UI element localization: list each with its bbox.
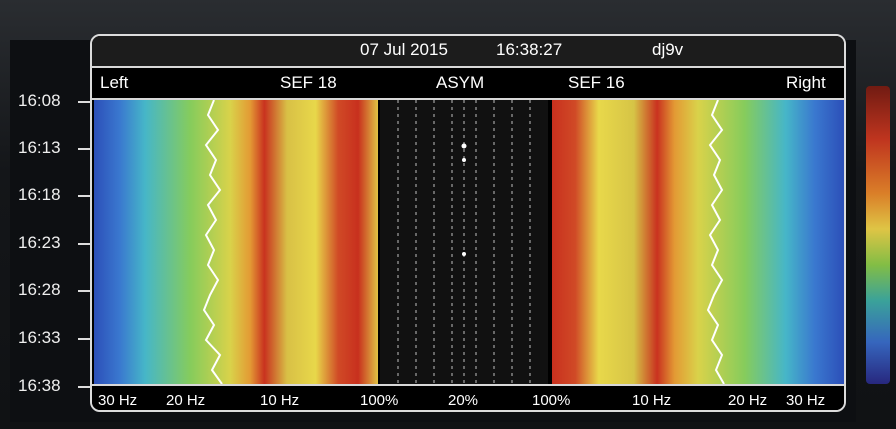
frequency-axis: 30 Hz 20 Hz 10 Hz 100% 20% 100% 10 Hz 20… (92, 384, 844, 410)
left-spectrogram (94, 100, 378, 384)
axis-r10: 10 Hz (632, 392, 672, 409)
header-date: 07 Jul 2015 (360, 40, 448, 59)
time-tick (78, 243, 90, 245)
header-bar: 07 Jul 2015 16:38:27 dj9v (92, 36, 844, 68)
time-tick (78, 338, 90, 340)
header-user: dj9v (652, 40, 684, 59)
time-label-1: 16:13 (18, 138, 61, 157)
asym-panel (380, 100, 548, 384)
left-channel-label: Left (100, 73, 129, 92)
time-tick (78, 386, 90, 388)
time-label-0: 16:08 (18, 91, 61, 110)
axis-p20: 20% (448, 392, 479, 409)
asym-label: ASYM (436, 73, 485, 92)
time-label-5: 16:33 (18, 328, 61, 347)
time-tick (78, 195, 90, 197)
axis-l30: 30 Hz (98, 392, 138, 409)
right-sef-trace (706, 100, 725, 384)
sef-right-label: SEF 16 (568, 73, 625, 92)
axis-p100b: 100% (532, 392, 571, 409)
left-sef-trace (202, 100, 223, 384)
time-label-2: 16:18 (18, 185, 61, 204)
right-spectrogram (552, 100, 844, 384)
axis-r20: 20 Hz (728, 392, 768, 409)
time-tick (78, 101, 90, 103)
axis-l10: 10 Hz (260, 392, 300, 409)
time-label-3: 16:23 (18, 233, 61, 252)
time-label-4: 16:28 (18, 280, 61, 299)
header-time: 16:38:27 (496, 40, 563, 59)
color-scale-bar (866, 86, 890, 384)
sef-left-label: SEF 18 (280, 73, 337, 92)
axis-r30: 30 Hz (786, 392, 826, 409)
time-tick (78, 148, 90, 150)
time-label-6: 16:38 (18, 376, 61, 395)
right-channel-label: Right (786, 73, 826, 92)
label-bar: Left SEF 18 ASYM SEF 16 Right (92, 68, 844, 100)
axis-l20: 20 Hz (166, 392, 206, 409)
time-tick (78, 290, 90, 292)
eeg-display-frame: 07 Jul 2015 16:38:27 dj9v Left SEF 18 AS… (90, 34, 846, 412)
axis-p100a: 100% (360, 392, 399, 409)
